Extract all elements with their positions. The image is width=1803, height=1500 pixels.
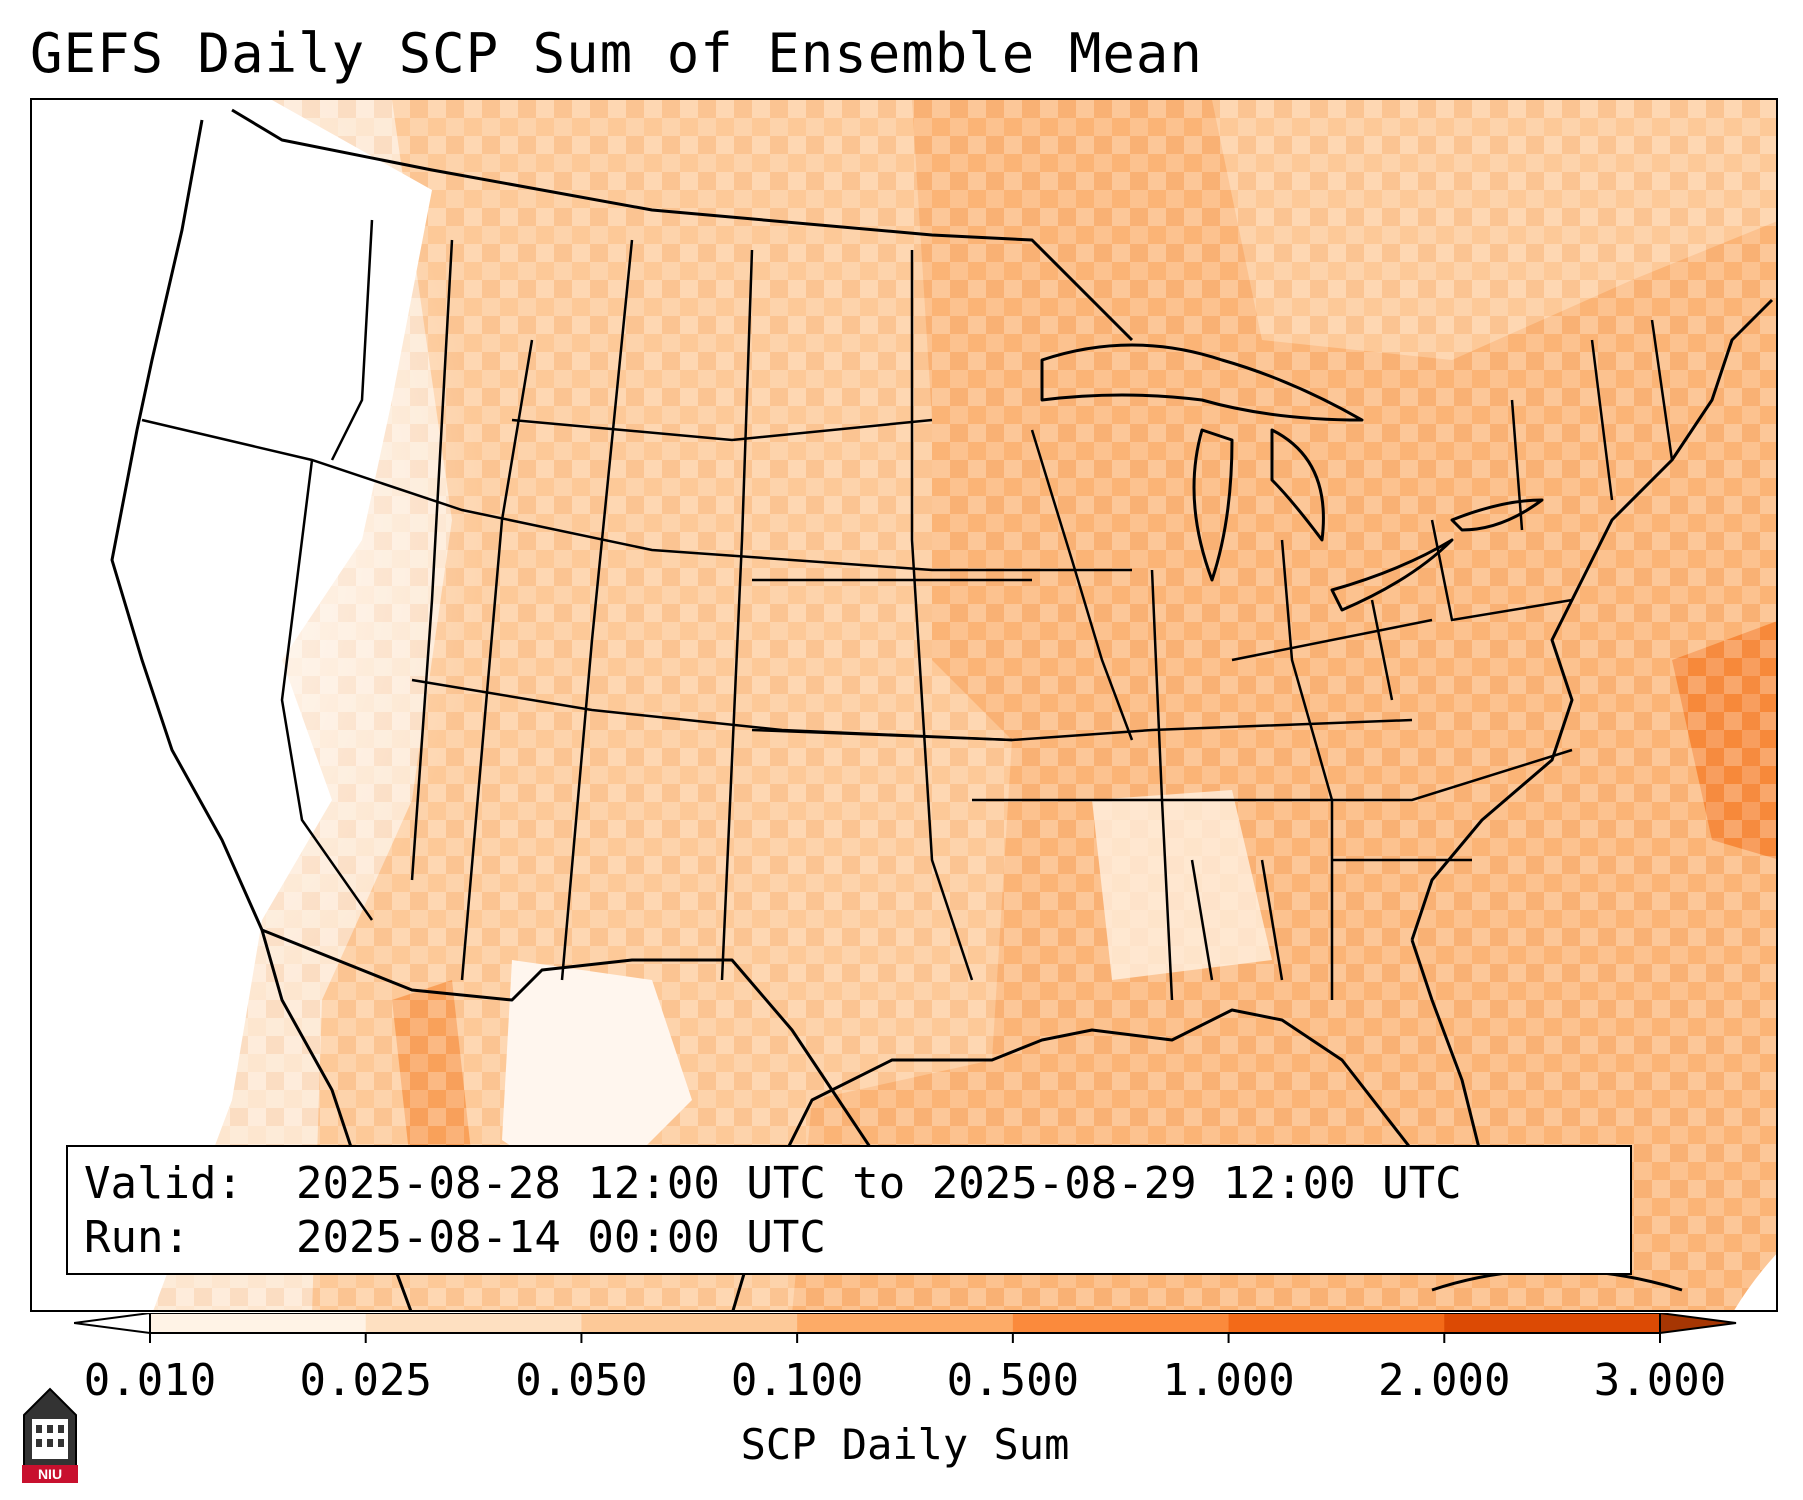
state-line-18	[1430, 519, 1573, 622]
coastline-outline	[110, 108, 1774, 1310]
state-line-24	[1590, 339, 1614, 501]
valid-value: 2025-08-28 12:00 UTC to 2025-08-29 12:00…	[296, 1158, 1462, 1209]
valid-row: Valid: 2025-08-28 12:00 UTC to 2025-08-29…	[84, 1157, 1614, 1211]
colorbar-segment	[365, 1313, 582, 1333]
lake-ontario	[1450, 498, 1544, 532]
colorbar-tick-label: 0.050	[515, 1355, 648, 1406]
lake-erie	[1330, 538, 1454, 612]
colorbar-segment	[581, 1313, 798, 1333]
state-line-10	[511, 418, 933, 442]
colorbar-tick-label: 1.000	[1162, 1355, 1295, 1406]
map-title: GEFS Daily SCP Sum of Ensemble Mean	[30, 22, 1203, 85]
colorbar-segment	[1444, 1313, 1661, 1333]
map-panel	[30, 98, 1778, 1312]
colorbar-segment	[797, 1313, 1014, 1333]
valid-key: Valid:	[84, 1158, 243, 1209]
lake-huron	[1270, 428, 1325, 542]
state-line-5	[460, 339, 534, 981]
colorbar-tick-label: 0.025	[299, 1355, 432, 1406]
state-line-7	[720, 249, 754, 981]
state-line-15	[1150, 569, 1174, 1001]
colorbar-tick-label: 0.500	[946, 1355, 1080, 1406]
field-low-fade	[32, 100, 932, 1310]
state-line-4	[410, 239, 454, 881]
canada-border	[231, 108, 1134, 342]
state-line-21	[1260, 859, 1284, 981]
field-low-south	[1092, 790, 1272, 980]
colorbar-outline	[149, 1313, 1661, 1334]
colorbar-tick-label: 0.010	[83, 1355, 217, 1406]
run-row: Run: 2025-08-14 00:00 UTC	[84, 1211, 1614, 1265]
lake-michigan	[1192, 428, 1234, 582]
state-line-20	[1190, 859, 1214, 981]
domain-edge-bottom-left	[32, 1260, 143, 1310]
colorbar-segment	[1228, 1313, 1445, 1333]
valid-time-box: Valid: 2025-08-28 12:00 UTC to 2025-08-29…	[66, 1145, 1632, 1275]
colorbar-label: SCP Daily Sum	[740, 1420, 1070, 1469]
colorbar-over-triangle	[1659, 1313, 1737, 1335]
state-line-25	[1650, 319, 1674, 461]
colorbar-tick-label: 3.000	[1593, 1355, 1727, 1406]
logo-text: NIU	[38, 1466, 62, 1482]
state-line-12	[751, 718, 1413, 742]
colorbar-tick-label: 2.000	[1378, 1355, 1511, 1406]
scp-field-map	[32, 100, 1776, 1310]
state-line-2	[280, 459, 374, 921]
lake-superior	[1040, 343, 1364, 422]
state-line-17	[1370, 599, 1394, 701]
state-line-8	[910, 250, 974, 981]
niu-building-logo-icon: NIU	[22, 1387, 78, 1483]
domain-edge-bottom-right	[1734, 1254, 1776, 1310]
colorbar	[74, 1313, 1737, 1343]
state-line-16	[1280, 539, 1334, 1000]
state-line-1	[141, 418, 1132, 572]
state-boundaries	[141, 219, 1674, 1001]
atlantic-coastline	[1410, 298, 1774, 941]
state-line-14	[1030, 429, 1134, 741]
state-line-3	[330, 219, 374, 461]
state-line-6	[560, 239, 634, 981]
colorbar-under-triangle	[74, 1313, 151, 1335]
colorbar-segment	[1012, 1313, 1230, 1333]
colorbar-segments	[150, 1313, 1661, 1333]
gulf-coastline	[731, 939, 1484, 1310]
colorbar-tick-label: 0.100	[730, 1355, 864, 1406]
mexico-border	[261, 928, 894, 1181]
run-key: Run:	[84, 1212, 190, 1263]
state-line-19	[1231, 618, 1433, 662]
colorbar-segment	[150, 1313, 367, 1333]
field-low-mexico	[502, 960, 692, 1200]
run-value: 2025-08-14 00:00 UTC	[296, 1212, 826, 1263]
state-line-23	[1510, 399, 1524, 531]
colorbar-ticks	[149, 1333, 1661, 1343]
state-line-13	[972, 748, 1573, 802]
